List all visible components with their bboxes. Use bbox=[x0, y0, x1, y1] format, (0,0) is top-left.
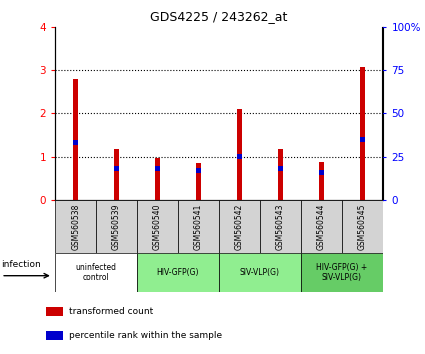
Text: GSM560541: GSM560541 bbox=[194, 203, 203, 250]
Bar bbox=[237, 109, 242, 200]
Bar bbox=[46, 331, 63, 340]
Text: GSM560539: GSM560539 bbox=[112, 203, 121, 250]
Bar bbox=[278, 149, 283, 200]
Bar bbox=[178, 200, 219, 253]
Bar bbox=[237, 154, 242, 159]
Bar bbox=[114, 166, 119, 171]
Text: HIV-GFP(G) +
SIV-VLP(G): HIV-GFP(G) + SIV-VLP(G) bbox=[316, 263, 367, 282]
Text: GSM560545: GSM560545 bbox=[357, 203, 366, 250]
Bar bbox=[73, 140, 78, 145]
Text: infection: infection bbox=[1, 259, 41, 269]
Bar bbox=[55, 200, 96, 253]
Text: GSM560540: GSM560540 bbox=[153, 203, 162, 250]
Bar bbox=[360, 67, 365, 200]
Text: GSM560542: GSM560542 bbox=[235, 203, 244, 250]
Bar bbox=[114, 149, 119, 200]
Bar bbox=[96, 200, 137, 253]
Bar bbox=[219, 200, 260, 253]
Text: HIV-GFP(G): HIV-GFP(G) bbox=[157, 268, 199, 277]
Bar bbox=[46, 307, 63, 316]
Bar bbox=[360, 137, 365, 142]
Bar bbox=[300, 200, 342, 253]
Text: transformed count: transformed count bbox=[69, 307, 153, 316]
Text: uninfected
control: uninfected control bbox=[76, 263, 116, 282]
Bar bbox=[155, 158, 160, 200]
Bar bbox=[260, 200, 300, 253]
Bar bbox=[319, 170, 323, 175]
Bar bbox=[196, 168, 201, 173]
Text: GSM560543: GSM560543 bbox=[276, 203, 285, 250]
Bar bbox=[319, 162, 323, 200]
Bar bbox=[219, 253, 300, 292]
Text: GSM560538: GSM560538 bbox=[71, 203, 80, 250]
Bar bbox=[73, 79, 78, 200]
Text: percentile rank within the sample: percentile rank within the sample bbox=[69, 331, 222, 340]
Title: GDS4225 / 243262_at: GDS4225 / 243262_at bbox=[150, 10, 288, 23]
Bar bbox=[300, 253, 382, 292]
Bar bbox=[55, 253, 137, 292]
Bar bbox=[278, 166, 283, 171]
Bar bbox=[137, 253, 219, 292]
Text: SIV-VLP(G): SIV-VLP(G) bbox=[240, 268, 280, 277]
Bar bbox=[137, 200, 178, 253]
Bar bbox=[196, 163, 201, 200]
Text: GSM560544: GSM560544 bbox=[317, 203, 326, 250]
Bar bbox=[155, 166, 160, 171]
Bar bbox=[342, 200, 383, 253]
